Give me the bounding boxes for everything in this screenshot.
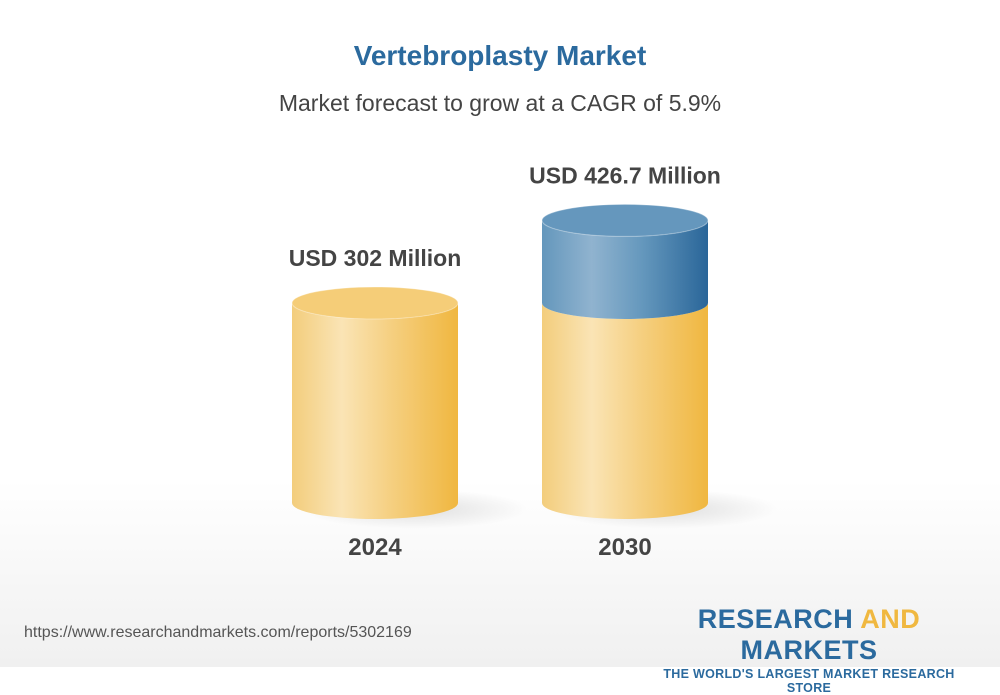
chart-subtitle: Market forecast to grow at a CAGR of 5.9…	[278, 90, 722, 116]
data-label: USD 426.7 Million	[529, 162, 721, 188]
x-tick-label: 2024	[348, 534, 402, 561]
logo-word-and: AND	[860, 604, 921, 634]
x-tick-label: 2030	[598, 534, 651, 561]
logo-word-markets: MARKETS	[740, 635, 878, 665]
bar-2030-base	[542, 303, 708, 519]
bar-2030-growth	[542, 220, 708, 319]
chart-title: Vertebroplasty Market	[353, 40, 647, 71]
bar-2024-top	[291, 286, 459, 320]
logo: RESEARCH AND MARKETS THE WORLD'S LARGEST…	[640, 604, 978, 695]
data-label: USD 302 Million	[289, 245, 462, 271]
logo-tagline: THE WORLD'S LARGEST MARKET RESEARCH STOR…	[663, 667, 955, 695]
logo-word-research: RESEARCH	[697, 604, 861, 634]
bar-2024-base	[292, 303, 458, 519]
source-url[interactable]: https://www.researchandmarkets.com/repor…	[24, 624, 412, 641]
bar-2030-top	[541, 203, 709, 237]
cylinder-chart: USD 302 Million 2024 USD 426.7 Million 2030	[289, 162, 778, 561]
